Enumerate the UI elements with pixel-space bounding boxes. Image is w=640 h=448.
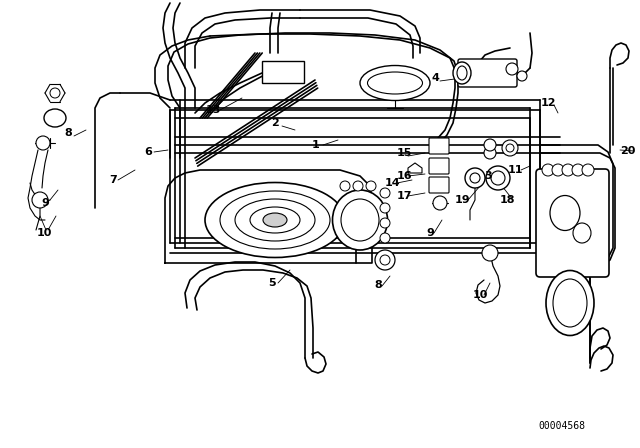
- Text: 18: 18: [499, 195, 515, 205]
- Text: 2: 2: [271, 118, 279, 128]
- Text: 13: 13: [205, 105, 221, 115]
- Circle shape: [366, 181, 376, 191]
- FancyBboxPatch shape: [536, 169, 609, 277]
- Text: 15: 15: [396, 148, 412, 158]
- Circle shape: [380, 233, 390, 243]
- Ellipse shape: [573, 223, 591, 243]
- Bar: [262, 61, 304, 83]
- Circle shape: [506, 144, 514, 152]
- Text: 11: 11: [508, 165, 523, 175]
- Circle shape: [380, 255, 390, 265]
- Circle shape: [572, 164, 584, 176]
- Circle shape: [433, 196, 447, 210]
- Text: 8: 8: [64, 128, 72, 138]
- Circle shape: [491, 171, 505, 185]
- Circle shape: [380, 218, 390, 228]
- Ellipse shape: [367, 72, 422, 94]
- Text: 5: 5: [268, 278, 276, 288]
- FancyBboxPatch shape: [429, 158, 449, 174]
- Circle shape: [484, 139, 496, 151]
- Circle shape: [380, 188, 390, 198]
- Text: 9: 9: [426, 228, 434, 238]
- Circle shape: [375, 250, 395, 270]
- Ellipse shape: [220, 191, 330, 249]
- Circle shape: [482, 245, 498, 261]
- Circle shape: [380, 203, 390, 213]
- Circle shape: [36, 136, 50, 150]
- Text: 00004568: 00004568: [538, 421, 586, 431]
- Ellipse shape: [546, 271, 594, 336]
- Circle shape: [32, 192, 48, 208]
- Ellipse shape: [550, 195, 580, 231]
- Circle shape: [50, 88, 60, 98]
- Ellipse shape: [341, 199, 379, 241]
- Ellipse shape: [235, 199, 315, 241]
- Text: 6: 6: [144, 147, 152, 157]
- Circle shape: [562, 164, 574, 176]
- Ellipse shape: [333, 190, 387, 250]
- Circle shape: [486, 166, 510, 190]
- Text: 9: 9: [41, 198, 49, 208]
- Text: 12: 12: [540, 98, 556, 108]
- Text: 19: 19: [455, 195, 471, 205]
- Text: 10: 10: [472, 290, 488, 300]
- Ellipse shape: [360, 65, 430, 100]
- Circle shape: [470, 173, 480, 183]
- Text: 1: 1: [312, 140, 320, 150]
- Text: 17: 17: [396, 191, 412, 201]
- Circle shape: [552, 164, 564, 176]
- FancyBboxPatch shape: [458, 59, 517, 87]
- Circle shape: [484, 147, 496, 159]
- Ellipse shape: [457, 66, 467, 80]
- Circle shape: [502, 140, 518, 156]
- Text: 10: 10: [36, 228, 52, 238]
- Text: 14: 14: [385, 178, 401, 188]
- Ellipse shape: [250, 207, 300, 233]
- FancyBboxPatch shape: [429, 138, 449, 154]
- Ellipse shape: [506, 63, 518, 75]
- Ellipse shape: [205, 182, 345, 258]
- Ellipse shape: [44, 109, 66, 127]
- Text: 8: 8: [374, 280, 382, 290]
- Circle shape: [465, 168, 485, 188]
- Text: 16: 16: [396, 171, 412, 181]
- Text: 7: 7: [109, 175, 117, 185]
- Circle shape: [542, 164, 554, 176]
- Circle shape: [582, 164, 594, 176]
- Ellipse shape: [453, 62, 471, 84]
- Text: 20: 20: [620, 146, 636, 156]
- Circle shape: [353, 181, 363, 191]
- Circle shape: [340, 181, 350, 191]
- Ellipse shape: [553, 279, 587, 327]
- Text: 3: 3: [484, 171, 492, 181]
- Text: 4: 4: [431, 73, 439, 83]
- Ellipse shape: [263, 213, 287, 227]
- FancyBboxPatch shape: [429, 177, 449, 193]
- Ellipse shape: [517, 71, 527, 81]
